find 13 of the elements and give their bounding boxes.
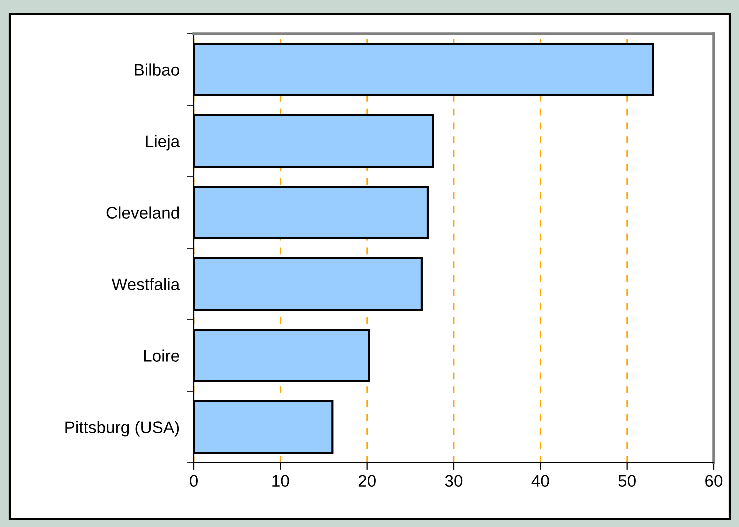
x-tick-label: 10	[272, 475, 290, 488]
x-tick-label: 20	[358, 475, 376, 488]
y-tick-label: Westfalia	[112, 278, 180, 290]
x-tick-label: 0	[190, 475, 198, 488]
y-tick-label: Pittsburg (USA)	[66, 421, 180, 437]
y-tick-label: Bilbao	[135, 64, 180, 76]
x-tick-label: 50	[618, 475, 636, 488]
y-tick-label: Loire	[144, 350, 180, 362]
y-tick-label: Lieja	[146, 135, 180, 151]
y-tick-label: Cleveland	[106, 206, 180, 219]
x-tick-label: 30	[445, 475, 463, 488]
x-tick-label: 40	[532, 475, 550, 488]
x-tick-label: 60	[706, 475, 723, 488]
